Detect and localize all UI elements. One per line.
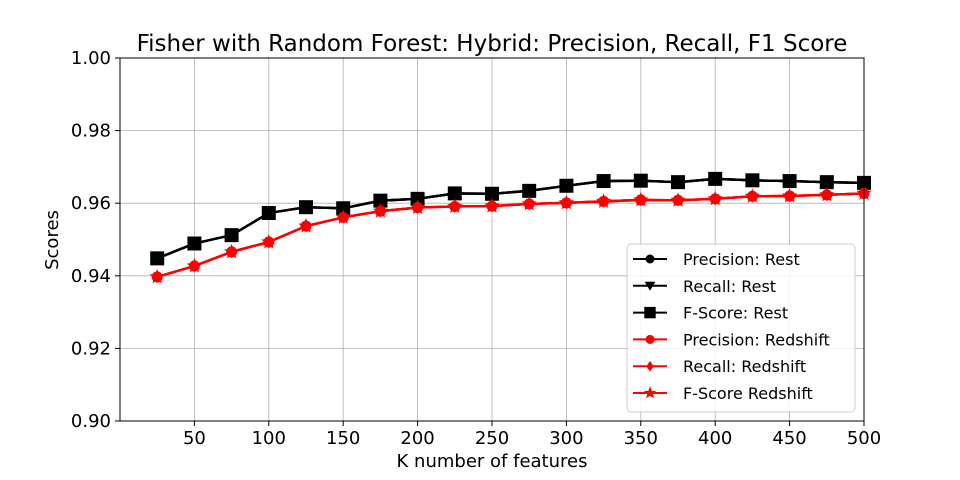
y-tick-label: 0.96	[71, 193, 111, 214]
data-point	[559, 178, 574, 193]
legend-marker	[645, 334, 655, 344]
legend-label: F-Score: Rest	[683, 304, 788, 323]
data-point	[298, 218, 314, 233]
legend-item: F-Score: Rest	[633, 304, 788, 323]
data-point	[261, 206, 276, 221]
data-point	[187, 236, 202, 251]
y-axis-label: Scores	[42, 210, 63, 270]
data-point	[224, 228, 239, 243]
legend-item: Recall: Rest	[633, 277, 776, 296]
data-point	[819, 186, 835, 202]
legend-marker	[646, 360, 654, 372]
data-point	[671, 175, 685, 190]
x-tick-label: 500	[847, 428, 881, 449]
data-point	[745, 173, 760, 188]
x-tick-label: 100	[252, 428, 286, 449]
data-point	[447, 186, 462, 201]
x-tick-label: 250	[475, 428, 509, 449]
y-tick-label: 0.92	[71, 338, 111, 359]
legend-marker	[644, 281, 656, 291]
data-point	[708, 171, 723, 186]
legend-item: Precision: Redshift	[633, 330, 830, 349]
data-point	[223, 243, 240, 259]
data-point	[261, 234, 277, 249]
data-point	[299, 200, 313, 215]
x-tick-label: 50	[183, 428, 206, 449]
data-point	[781, 187, 798, 203]
y-axis: 0.90 0.92 0.94 0.96 0.98 1.00	[71, 48, 120, 432]
data-point	[522, 183, 537, 198]
data-point	[149, 268, 165, 284]
data-point	[558, 194, 575, 210]
x-tick-label: 150	[326, 428, 360, 449]
data-point	[670, 192, 686, 207]
data-point	[186, 257, 203, 273]
y-tick-label: 0.98	[71, 121, 111, 142]
y-tick-label: 1.00	[71, 48, 111, 69]
legend-label: Precision: Rest	[683, 250, 800, 269]
x-axis-label: K number of features	[397, 451, 588, 472]
legend-marker	[643, 386, 657, 399]
series-f-score-rest	[150, 171, 871, 266]
legend-label: Recall: Rest	[683, 277, 776, 296]
data-point	[447, 198, 463, 213]
legend-label: Precision: Redshift	[683, 330, 830, 349]
series-line	[156, 192, 865, 279]
x-tick-label: 350	[624, 428, 658, 449]
y-tick-label: 0.94	[71, 266, 111, 287]
data-point	[744, 188, 761, 203]
data-point	[409, 199, 426, 215]
data-point	[596, 174, 611, 189]
data-point	[707, 190, 723, 206]
legend-box	[626, 243, 856, 413]
legend-item: F-Score Redshift	[633, 384, 813, 403]
legend-marker	[644, 306, 656, 319]
x-tick-label: 300	[549, 428, 583, 449]
y-tick-label: 0.90	[71, 411, 111, 432]
data-point	[633, 173, 648, 188]
legend-item: Precision: Rest	[633, 250, 800, 269]
legend-marker	[645, 254, 655, 264]
legend-item: Recall: Redshift	[633, 357, 806, 376]
data-point	[633, 191, 649, 207]
data-point	[521, 195, 537, 211]
data-point	[335, 209, 351, 224]
data-point	[484, 198, 500, 213]
x-axis: 50 100 150 200 250 300 350 400 450 500	[183, 421, 881, 449]
legend: Precision: Rest Recall: Rest F-Score: Rest…	[626, 243, 856, 413]
legend-label: Recall: Redshift	[683, 357, 806, 376]
x-tick-label: 200	[400, 428, 434, 449]
legend-label: F-Score Redshift	[683, 384, 813, 403]
data-point	[595, 193, 612, 208]
data-point	[782, 174, 797, 189]
data-point	[150, 251, 165, 266]
data-point	[372, 203, 389, 218]
data-point	[819, 175, 834, 190]
x-tick-label: 400	[698, 428, 732, 449]
x-tick-label: 450	[772, 428, 806, 449]
series-f-score-redshift	[149, 185, 872, 284]
chart-title: Fisher with Random Forest: Hybrid: Preci…	[137, 31, 848, 57]
